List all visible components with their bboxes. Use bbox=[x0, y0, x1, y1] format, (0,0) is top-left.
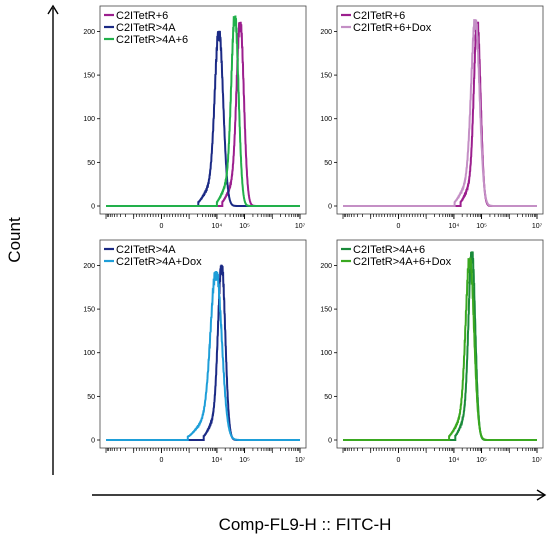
y-tick-label: 50 bbox=[87, 160, 95, 167]
y-tick-label: 100 bbox=[83, 350, 95, 357]
x-minor-ticks bbox=[105, 214, 300, 219]
x-minor-ticks bbox=[342, 448, 537, 453]
y-tick-label: 200 bbox=[320, 263, 332, 270]
series-line-c2itetr-4a bbox=[106, 30, 300, 207]
x-axis-label: Comp-FL9-H :: FITC-H bbox=[219, 515, 392, 534]
legend-entry: C2ITetR+6+Dox bbox=[353, 22, 432, 34]
series-line-c2itetr-4a-6 bbox=[106, 15, 300, 207]
x-tick-label: 10⁵ bbox=[476, 223, 487, 230]
x-tick-label: 0 bbox=[396, 223, 400, 230]
x-tick-label: 10⁷ bbox=[532, 457, 543, 464]
x-tick-label: 10⁴ bbox=[211, 457, 222, 464]
y-tick-label: 100 bbox=[83, 116, 95, 123]
plot-frame bbox=[336, 239, 544, 449]
legend-entry: C2ITetR>4A+6 bbox=[116, 34, 188, 46]
x-tick-label: 10⁷ bbox=[532, 223, 543, 230]
y-tick-label: 0 bbox=[328, 204, 332, 211]
y-tick-label: 0 bbox=[91, 204, 95, 211]
y-tick-label: 150 bbox=[83, 73, 95, 80]
plot-frame bbox=[336, 5, 544, 215]
y-tick-label: 50 bbox=[324, 394, 332, 401]
x-tick-label: 0 bbox=[396, 457, 400, 464]
y-tick-label: 100 bbox=[320, 350, 332, 357]
x-minor-ticks bbox=[342, 214, 537, 219]
y-tick-label: 200 bbox=[83, 29, 95, 36]
legend-entry: C2ITetR>4A+6+Dox bbox=[353, 256, 452, 268]
y-tick-label: 200 bbox=[83, 263, 95, 270]
x-tick-label: 0 bbox=[159, 223, 163, 230]
series-line-c2itetr-4a-6-dox bbox=[343, 257, 537, 441]
y-tick-label: 0 bbox=[91, 438, 95, 445]
y-tick-label: 150 bbox=[83, 307, 95, 314]
legend-entry: C2ITetR+6 bbox=[116, 10, 168, 22]
x-tick-label: 0 bbox=[159, 457, 163, 464]
x-axis-arrowhead bbox=[536, 489, 547, 501]
x-tick-label: 10⁴ bbox=[448, 457, 459, 464]
y-tick-label: 0 bbox=[328, 438, 332, 445]
y-tick-label: 50 bbox=[324, 160, 332, 167]
panel-bottom-left: 0 50 100 150 200 0 10⁴ 10⁵ 10⁷ C2ITetR>4AC2ITetR>… bbox=[83, 239, 307, 464]
x-tick-label: 10⁴ bbox=[211, 223, 222, 230]
legend-entry: C2ITetR>4A+Dox bbox=[116, 256, 202, 268]
plot-frame bbox=[99, 5, 307, 215]
y-axis-label: Count bbox=[5, 217, 24, 263]
x-tick-label: 10⁵ bbox=[239, 223, 250, 230]
y-tick-label: 150 bbox=[320, 307, 332, 314]
legend-entry: C2ITetR>4A bbox=[116, 244, 176, 256]
panel-top-right: 0 50 100 150 200 0 10⁴ 10⁵ 10⁷ C2ITetR+6C2ITetR+6… bbox=[320, 5, 544, 230]
x-tick-label: 10⁴ bbox=[448, 223, 459, 230]
y-tick-label: 50 bbox=[87, 394, 95, 401]
x-tick-label: 10⁷ bbox=[295, 457, 306, 464]
x-tick-label: 10⁵ bbox=[476, 457, 487, 464]
panel-bottom-right: 0 50 100 150 200 0 10⁴ 10⁵ 10⁷ C2ITetR>4A+6C2ITet… bbox=[320, 239, 544, 464]
x-minor-ticks bbox=[105, 448, 300, 453]
y-tick-label: 100 bbox=[320, 116, 332, 123]
y-tick-label: 150 bbox=[320, 73, 332, 80]
x-tick-label: 10⁵ bbox=[239, 457, 250, 464]
y-tick-label: 200 bbox=[320, 29, 332, 36]
x-tick-label: 10⁷ bbox=[295, 223, 306, 230]
legend-entry: C2ITetR>4A bbox=[116, 22, 176, 34]
y-axis-arrowhead bbox=[47, 4, 59, 15]
legend-entry: C2ITetR>4A+6 bbox=[353, 244, 425, 256]
legend-entry: C2ITetR+6 bbox=[353, 10, 405, 22]
series-line-c2itetr-4a-dox bbox=[106, 270, 300, 441]
series-line-c2itetr-6-dox bbox=[343, 19, 537, 207]
